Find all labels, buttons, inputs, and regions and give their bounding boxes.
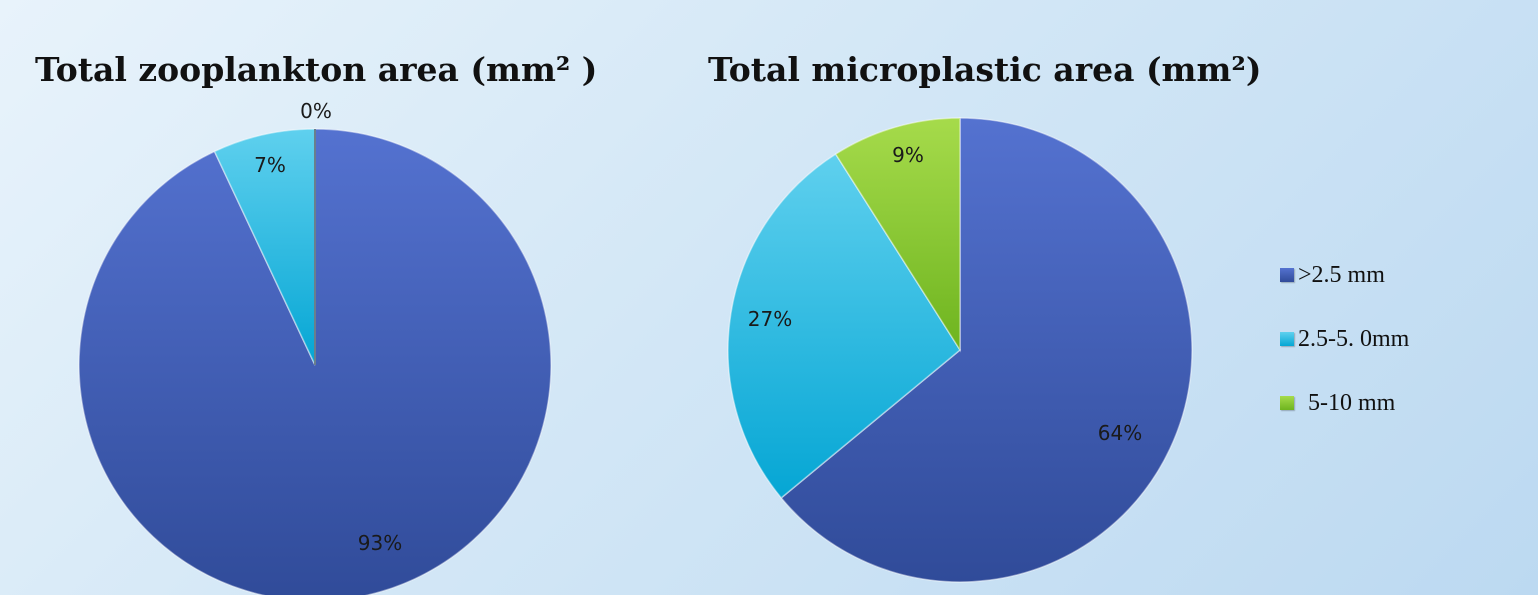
legend-label: 2.5-5. 0mm [1298,325,1410,352]
slice-2-5-5mm [727,153,961,499]
zooplankton-chart-title: Total zooplankton area (mm² ) [35,50,598,89]
legend: >2.5 mm 2.5-5. 0mm 5-10 mm [1280,258,1409,450]
data-label: 9% [892,143,924,167]
microplastic-chart-title: Total microplastic area (mm²) [708,50,1262,89]
data-label: 0% [300,99,332,123]
microplastic-pie: 64% 27% 9% [727,117,1193,583]
zooplankton-pie: 93% 7% 0% [78,99,552,595]
legend-swatch [1280,268,1294,282]
legend-label: >2.5 mm [1298,261,1385,288]
data-label: 93% [358,531,402,555]
slice-5-10mm [834,117,961,353]
legend-swatch [1280,332,1294,346]
data-label: 7% [254,153,286,177]
legend-label: 5-10 mm [1308,389,1396,416]
legend-item-gt-2-5mm: >2.5 mm [1280,258,1409,292]
slice-gt-2-5mm [780,117,1193,583]
slice-2-5-5mm [213,128,316,366]
data-label: 64% [1098,421,1142,445]
legend-item-2-5-5mm: 2.5-5. 0mm [1280,322,1409,356]
legend-item-5-10mm: 5-10 mm [1280,386,1409,420]
legend-swatch [1280,396,1294,410]
data-label: 27% [748,307,792,331]
